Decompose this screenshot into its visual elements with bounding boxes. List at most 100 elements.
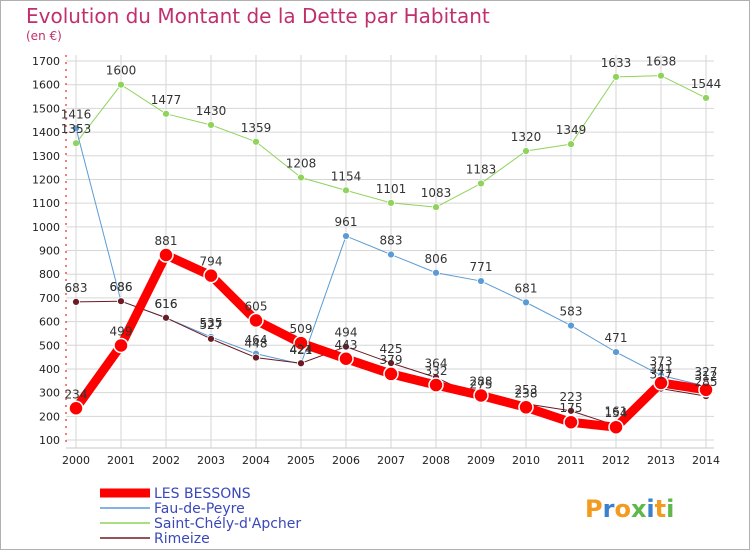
chart-unit: (en €): [26, 29, 62, 43]
brand-letter: P: [585, 495, 603, 523]
y-tick-label: 1400: [32, 126, 60, 139]
plot-area: 100 200 300 400 500 600 700 800 900 1000 1100 1200 1…: [32, 55, 721, 467]
brand-letter: x: [631, 495, 647, 523]
data-point-les-bessons: [653, 375, 669, 391]
data-point-fau-de-peyre: [477, 277, 485, 285]
data-label-saint-ch-ly-d-apcher: 1320: [511, 130, 542, 144]
data-label-fau-de-peyre: 1416: [61, 107, 92, 121]
y-tick-label: 500: [39, 339, 60, 352]
data-label-rimeize: 253: [515, 383, 538, 397]
data-label-fau-de-peyre: 464: [245, 333, 268, 347]
legend-label-rimeize: Rimeize: [154, 531, 210, 547]
data-label-fau-de-peyre: 421: [290, 343, 313, 357]
data-label-saint-ch-ly-d-apcher: 1183: [466, 162, 497, 176]
data-label-les-bessons: 509: [290, 322, 313, 336]
x-tick-label: 2010: [512, 454, 540, 467]
data-point-les-bessons: [428, 377, 444, 393]
x-tick-label: 2013: [647, 454, 675, 467]
data-point-les-bessons: [158, 247, 174, 263]
data-label-rimeize: 317: [650, 368, 673, 382]
data-point-rimeize: [342, 342, 350, 351]
data-point-rimeize: [252, 353, 260, 362]
data-point-saint-ch-ly-d-apcher: [342, 186, 350, 195]
data-label-rimeize: 275: [470, 378, 493, 392]
data-point-saint-ch-ly-d-apcher: [162, 109, 170, 118]
data-label-fau-de-peyre: 471: [605, 331, 628, 345]
data-point-saint-ch-ly-d-apcher: [252, 137, 260, 146]
data-label-fau-de-peyre: 327: [695, 365, 718, 379]
data-label-les-bessons: 341: [650, 362, 673, 376]
data-point-fau-de-peyre: [342, 232, 350, 240]
data-point-les-bessons: [698, 382, 714, 398]
data-point-saint-ch-ly-d-apcher: [432, 203, 440, 212]
data-label-rimeize: 425: [380, 342, 403, 356]
data-point-rimeize: [297, 359, 305, 368]
data-point-les-bessons: [383, 366, 399, 382]
data-label-saint-ch-ly-d-apcher: 1544: [691, 77, 722, 91]
data-point-fau-de-peyre: [387, 250, 395, 259]
data-point-les-bessons: [473, 387, 489, 404]
x-tick-label: 2003: [197, 454, 225, 467]
data-label-saint-ch-ly-d-apcher: 1208: [286, 157, 317, 171]
data-label-les-bessons: 443: [335, 338, 358, 352]
data-label-rimeize: 161: [605, 405, 628, 419]
data-point-saint-ch-ly-d-apcher: [477, 179, 485, 188]
data-label-saint-ch-ly-d-apcher: 1101: [376, 182, 407, 196]
data-label-rimeize: 616: [155, 297, 178, 311]
x-tick-label: 2002: [152, 454, 180, 467]
data-point-saint-ch-ly-d-apcher: [297, 173, 305, 182]
data-point-les-bessons: [248, 312, 264, 329]
data-label-les-bessons: 499: [110, 324, 133, 338]
data-label-saint-ch-ly-d-apcher: 1353: [61, 122, 92, 136]
x-tick-label: 2009: [467, 454, 495, 467]
data-point-saint-ch-ly-d-apcher: [207, 121, 215, 129]
legend: LES BESSONSFau-de-PeyreSaint-Chély-d'Apc…: [100, 486, 301, 547]
data-label-rimeize: 683: [65, 281, 88, 295]
data-point-saint-ch-ly-d-apcher: [117, 80, 125, 89]
y-tick-label: 100: [39, 434, 60, 447]
data-point-saint-ch-ly-d-apcher: [612, 72, 620, 81]
brand-text: Proxiti: [585, 495, 674, 523]
y-tick-label: 400: [39, 363, 60, 376]
data-label-les-bessons: 881: [155, 234, 178, 248]
legend-label-saint-ch-ly-d-apcher: Saint-Chély-d'Apcher: [154, 516, 301, 532]
brand-letter: r: [603, 495, 615, 523]
data-label-les-bessons: 175: [560, 401, 583, 415]
data-point-les-bessons: [293, 335, 309, 351]
data-point-fau-de-peyre: [72, 124, 80, 133]
data-label-fau-de-peyre: 961: [335, 215, 358, 229]
data-label-les-bessons: 794: [200, 255, 223, 269]
data-point-fau-de-peyre: [567, 321, 575, 330]
data-point-rimeize: [207, 334, 215, 343]
data-label-fau-de-peyre: 686: [110, 280, 133, 294]
data-label-saint-ch-ly-d-apcher: 1349: [556, 123, 587, 137]
data-point-les-bessons: [113, 337, 129, 354]
data-point-les-bessons: [608, 419, 624, 435]
data-label-les-bessons: 288: [470, 374, 493, 388]
x-tick-label: 2014: [692, 454, 720, 467]
data-label-rimeize: 686: [110, 280, 133, 294]
y-tick-label: 1200: [32, 173, 60, 186]
data-label-saint-ch-ly-d-apcher: 1430: [196, 104, 227, 118]
y-tick-label: 800: [39, 268, 60, 281]
data-point-rimeize: [162, 313, 170, 322]
y-tick-label: 600: [39, 316, 60, 329]
data-label-fau-de-peyre: 681: [515, 281, 538, 295]
x-tick-label: 2005: [287, 454, 315, 467]
brand-letter: i: [646, 495, 654, 523]
y-tick-label: 900: [39, 245, 60, 258]
y-tick-label: 1600: [32, 79, 60, 92]
y-tick-label: 700: [39, 292, 60, 305]
brand-logo: Proxiti: [585, 495, 674, 523]
x-tick-label: 2008: [422, 454, 450, 467]
data-point-rimeize: [72, 298, 80, 306]
data-point-fau-de-peyre: [612, 348, 620, 357]
chart-title: Evolution du Montant de la Dette par Hab…: [26, 4, 490, 28]
data-point-les-bessons: [203, 267, 219, 284]
y-tick-label: 1700: [32, 55, 60, 68]
y-tick-label: 1100: [32, 197, 60, 210]
data-label-fau-de-peyre: 583: [560, 305, 583, 319]
data-point-les-bessons: [518, 399, 534, 416]
data-label-fau-de-peyre: 535: [200, 316, 223, 330]
